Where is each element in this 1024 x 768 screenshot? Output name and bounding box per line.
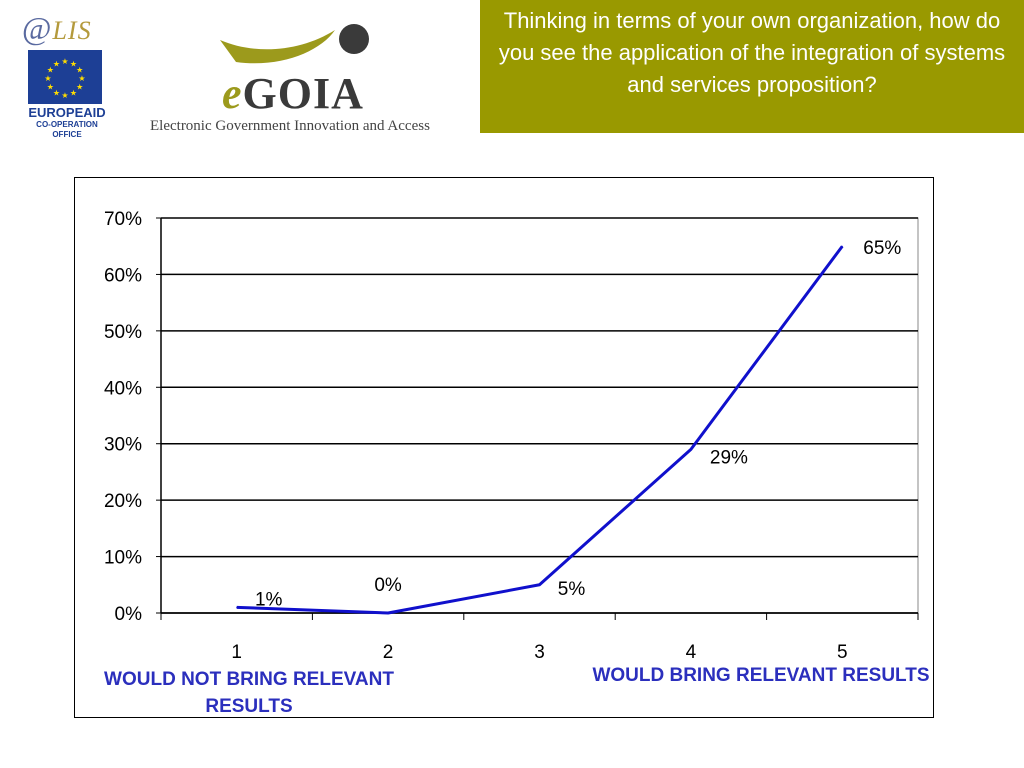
eu-star-icon: ★ bbox=[70, 59, 77, 68]
eu-star-icon: ★ bbox=[53, 59, 60, 68]
europeaid-office: CO-OPERATION OFFICE bbox=[36, 120, 98, 139]
eu-star-icon: ★ bbox=[53, 89, 60, 98]
alis-logo-text: @LIS bbox=[22, 10, 92, 47]
y-tick-label: 60% bbox=[104, 265, 142, 286]
eu-star-icon: ★ bbox=[47, 83, 54, 92]
egoia-goia: GOIA bbox=[242, 69, 364, 118]
chart-frame bbox=[74, 177, 934, 718]
europeaid-name: EUROPEAID bbox=[28, 105, 106, 120]
eu-star-icon: ★ bbox=[78, 74, 85, 83]
eu-star-icon: ★ bbox=[76, 66, 83, 75]
data-point bbox=[690, 448, 692, 450]
x-tick-label: 2 bbox=[383, 642, 394, 663]
scale-label-low: WOULD NOT BRING RELEVANT RESULTS bbox=[104, 669, 394, 717]
y-tick-label: 0% bbox=[115, 604, 143, 625]
scale-label-high: WOULD BRING RELEVANT RESULTS bbox=[592, 665, 930, 686]
eu-star-icon: ★ bbox=[70, 89, 77, 98]
data-label: 1% bbox=[255, 589, 283, 610]
eu-star-icon: ★ bbox=[76, 83, 83, 92]
data-label: 65% bbox=[863, 238, 901, 259]
series-line bbox=[236, 245, 844, 615]
slide-title: Thinking in terms of your own organizati… bbox=[480, 0, 1024, 133]
plot-area bbox=[160, 217, 919, 614]
egoia-swoosh-icon bbox=[220, 24, 369, 64]
x-tick-label: 1 bbox=[231, 642, 242, 663]
eu-star-icon: ★ bbox=[44, 74, 51, 83]
alis-europeaid-logo: @LIS ★ ★ ★ ★ ★ ★ ★ ★ ★ ★ ★ ★ EUROPEAID CO-OPERATION… bbox=[18, 10, 116, 140]
egoia-e: e bbox=[222, 69, 243, 118]
data-label: 29% bbox=[710, 447, 748, 468]
eu-star-icon: ★ bbox=[47, 66, 54, 75]
data-label: 0% bbox=[374, 575, 402, 596]
x-tick-label: 3 bbox=[534, 642, 545, 663]
egoia-tagline: Electronic Government Innovation and Acc… bbox=[150, 118, 430, 134]
x-tick-label: 4 bbox=[686, 642, 697, 663]
eu-star-icon: ★ bbox=[61, 91, 68, 100]
alis-lis: LIS bbox=[52, 16, 92, 45]
alis-at: @ bbox=[22, 10, 53, 46]
y-tick-label: 50% bbox=[104, 322, 142, 343]
data-point bbox=[841, 245, 843, 247]
eu-flag-icon: ★ ★ ★ ★ ★ ★ ★ ★ ★ ★ ★ ★ bbox=[28, 50, 102, 104]
egoia-name: eGOIA bbox=[222, 68, 364, 119]
x-tick-label: 5 bbox=[837, 642, 848, 663]
y-tick-label: 10% bbox=[104, 548, 142, 569]
data-point bbox=[387, 612, 389, 614]
europeaid-logo-text: EUROPEAID CO-OPERATION OFFICE bbox=[27, 106, 107, 140]
data-point bbox=[236, 606, 238, 608]
y-tick-label: 20% bbox=[104, 491, 142, 512]
eu-star-icon: ★ bbox=[61, 57, 68, 66]
data-label: 5% bbox=[558, 579, 586, 600]
y-tick-label: 30% bbox=[104, 435, 142, 456]
egoia-logo: eGOIA Electronic Government Innovation a… bbox=[150, 10, 480, 140]
y-tick-label: 40% bbox=[104, 378, 142, 399]
data-point bbox=[539, 584, 540, 586]
y-tick-label: 70% bbox=[104, 209, 142, 230]
